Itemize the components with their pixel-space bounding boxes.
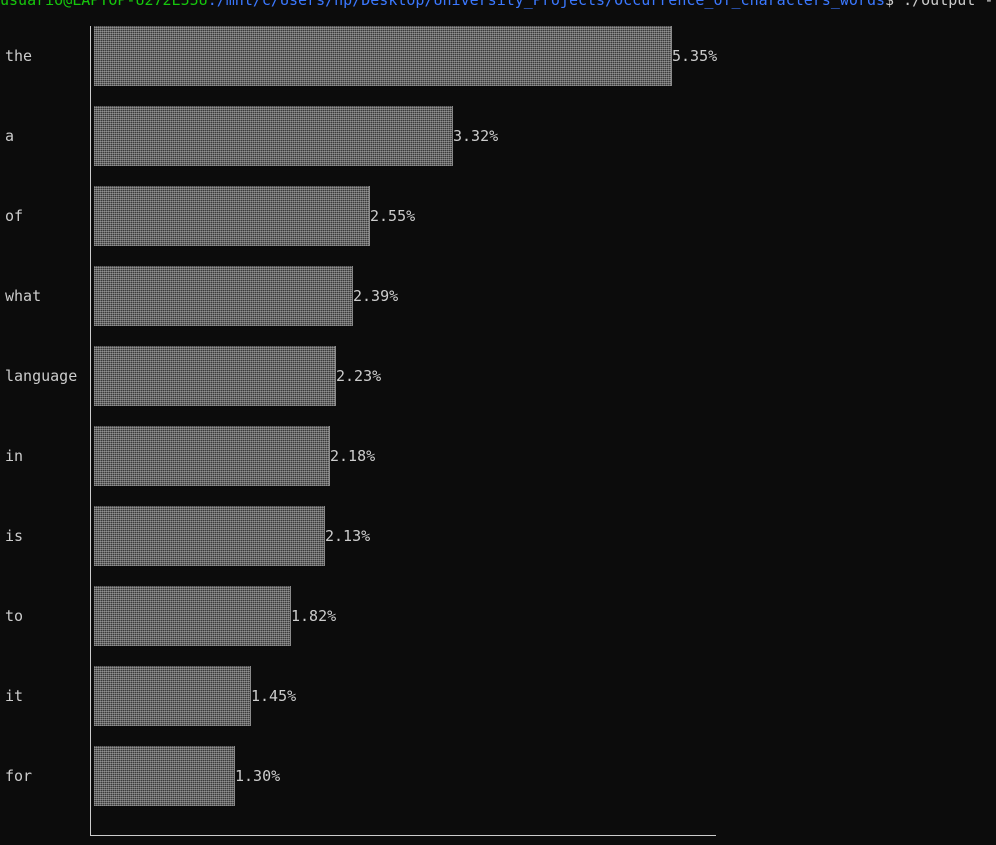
- category-label: for: [5, 767, 33, 785]
- bar-value-label: 1.82%: [291, 607, 337, 625]
- bar: [94, 266, 353, 326]
- category-label: language: [5, 367, 78, 385]
- prompt-path: :/mnt/c/Users/hp/Desktop/University_Proj…: [207, 0, 886, 9]
- category-label: a: [5, 127, 15, 145]
- x-axis-line: [90, 835, 716, 836]
- prompt-command: $ ./output -l: [885, 0, 996, 9]
- prompt-user: usuario@LAPTOP-U272E55U: [0, 0, 208, 9]
- bar-value-label: 2.13%: [325, 527, 371, 545]
- bar: [94, 746, 235, 806]
- bar-value-label: 3.32%: [453, 127, 499, 145]
- bar: [94, 586, 291, 646]
- bar: [94, 506, 325, 566]
- category-label: in: [5, 447, 24, 465]
- bar-value-label: 2.23%: [336, 367, 382, 385]
- bar: [94, 666, 251, 726]
- category-label: what: [5, 287, 42, 305]
- y-axis-line: [90, 26, 91, 836]
- bar: [94, 426, 330, 486]
- category-label: of: [5, 207, 24, 225]
- category-label: to: [5, 607, 24, 625]
- bar: [94, 26, 672, 86]
- bar-value-label: 1.45%: [251, 687, 297, 705]
- bar-value-label: 2.18%: [330, 447, 376, 465]
- bar-value-label: 5.35%: [672, 47, 718, 65]
- category-label: the: [5, 47, 33, 65]
- bar: [94, 186, 370, 246]
- bar-value-label: 1.30%: [235, 767, 281, 785]
- bar: [94, 346, 336, 406]
- bar-value-label: 2.55%: [370, 207, 416, 225]
- category-label: is: [5, 527, 24, 545]
- bar: [94, 106, 453, 166]
- category-label: it: [5, 687, 24, 705]
- bar-value-label: 2.39%: [353, 287, 399, 305]
- terminal-prompt-line: usuario@LAPTOP-U272E55U:/mnt/c/Users/hp/…: [0, 0, 996, 9]
